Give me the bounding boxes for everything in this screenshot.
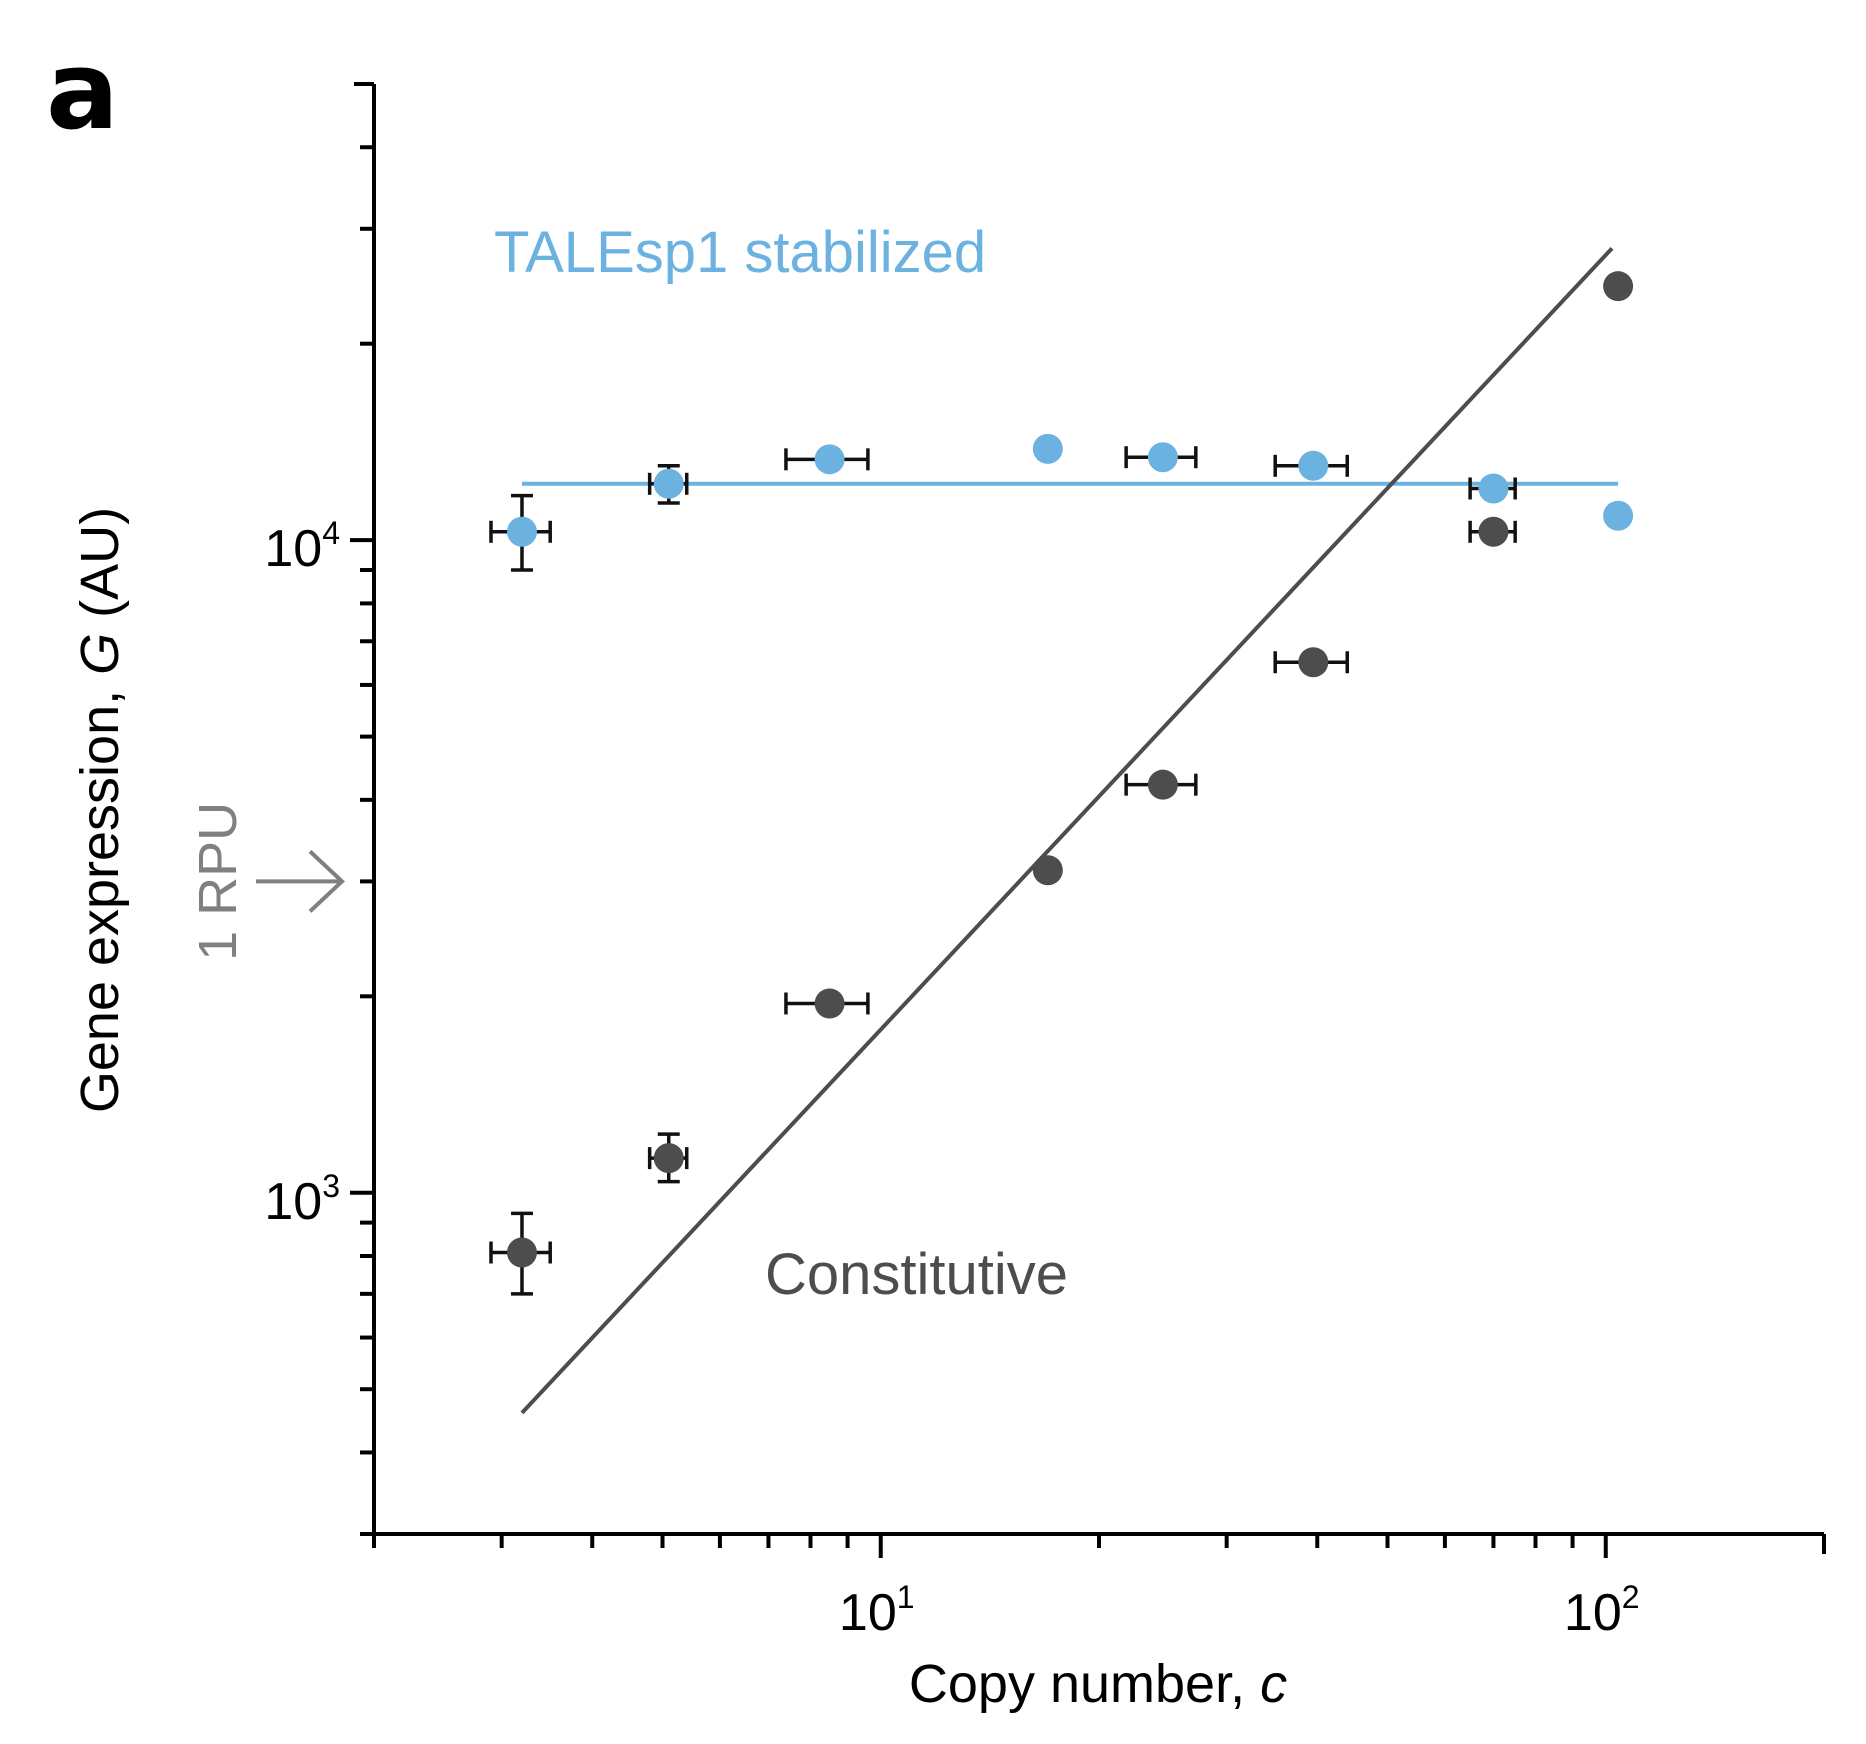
data-point-constitutive — [1032, 855, 1063, 886]
data-point-talesp1 — [1298, 450, 1329, 481]
rpu-arrow-head — [308, 849, 345, 913]
x-axis-label: Copy number, c — [909, 1654, 1287, 1714]
error-bars — [489, 446, 1517, 1296]
data-point-constitutive — [1298, 647, 1329, 678]
fit-lines — [520, 246, 1619, 1415]
y-axis-label: Gene expression, G (AU) — [70, 507, 130, 1113]
panel-label: a — [46, 29, 119, 154]
axes — [372, 84, 1824, 1536]
data-point-constitutive — [1603, 271, 1634, 302]
data-point-talesp1 — [1478, 473, 1509, 504]
data-point-talesp1 — [1603, 500, 1634, 531]
data-point-constitutive — [814, 988, 845, 1019]
series-label-talesp1: TALEsp1 stabilized — [494, 220, 986, 285]
data-points — [506, 271, 1634, 1268]
data-point-talesp1 — [1032, 433, 1063, 464]
data-point-talesp1 — [653, 468, 684, 499]
data-point-constitutive — [506, 1237, 537, 1268]
data-point-talesp1 — [506, 516, 537, 547]
data-point-constitutive — [653, 1143, 684, 1174]
rpu-label: 1 RPU — [188, 802, 248, 961]
data-point-constitutive — [1147, 769, 1178, 800]
fit-line-constitutive — [520, 246, 1614, 1415]
x-tick-label: 102 — [1564, 1579, 1640, 1642]
y-tick-label: 103 — [264, 1168, 340, 1231]
x-tick-label: 101 — [839, 1579, 915, 1642]
ticks: 101 102 103 104 — [264, 82, 1826, 1642]
y-tick-label: 104 — [264, 515, 340, 578]
rpu-arrow-icon — [256, 849, 345, 913]
series-label-constitutive: Constitutive — [765, 1242, 1068, 1307]
data-point-constitutive — [1478, 516, 1509, 547]
data-point-talesp1 — [1147, 442, 1178, 473]
data-point-talesp1 — [814, 444, 845, 475]
rpu-marker: 1 RPU — [188, 802, 345, 961]
